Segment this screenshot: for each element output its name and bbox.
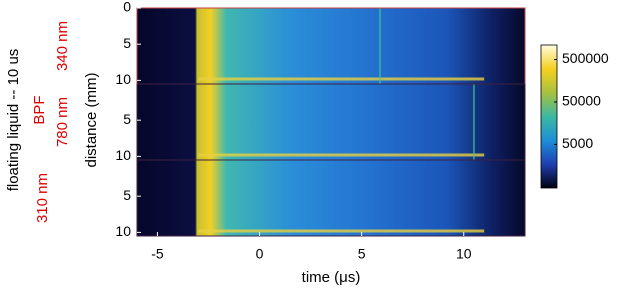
panel-label: 340 nm — [54, 21, 71, 71]
y-tick-label: 0 — [123, 0, 131, 15]
x-tick-label: 10 — [456, 246, 472, 262]
x-tick-label: 5 — [358, 246, 366, 262]
x-tick-label: -5 — [151, 246, 164, 262]
panel-frame — [136, 159, 526, 237]
sample-label: floating liquid -- 10 us — [5, 49, 22, 192]
y-tick-label: 5 — [123, 187, 131, 203]
bright-band — [198, 153, 485, 157]
bright-band — [198, 77, 485, 81]
y-tick-label: 5 — [123, 35, 131, 51]
x-tick-label: 0 — [256, 246, 264, 262]
filter-label: BPF — [31, 95, 48, 124]
colorbar-tick-label: 5000 — [562, 135, 593, 151]
heatmap-panel — [137, 160, 525, 236]
panel-label: 310 nm — [34, 173, 51, 223]
y-tick-label: 10 — [115, 147, 131, 163]
y-tick-label: 10 — [115, 223, 131, 239]
panel-label: 780 nm — [54, 97, 71, 147]
x-axis-label: time (μs) — [302, 269, 361, 286]
colorbar-tick-label: 50000 — [562, 93, 601, 109]
heatmap-panel — [137, 8, 525, 84]
bright-band — [198, 229, 485, 233]
y-axis-label: distance (mm) — [83, 72, 100, 167]
colorbar-tick-label: 500000 — [562, 50, 609, 66]
y-tick-label: 5 — [123, 111, 131, 127]
y-tick-label: 10 — [115, 71, 131, 87]
colorbar — [540, 44, 558, 189]
heatmap-panel — [137, 84, 525, 160]
